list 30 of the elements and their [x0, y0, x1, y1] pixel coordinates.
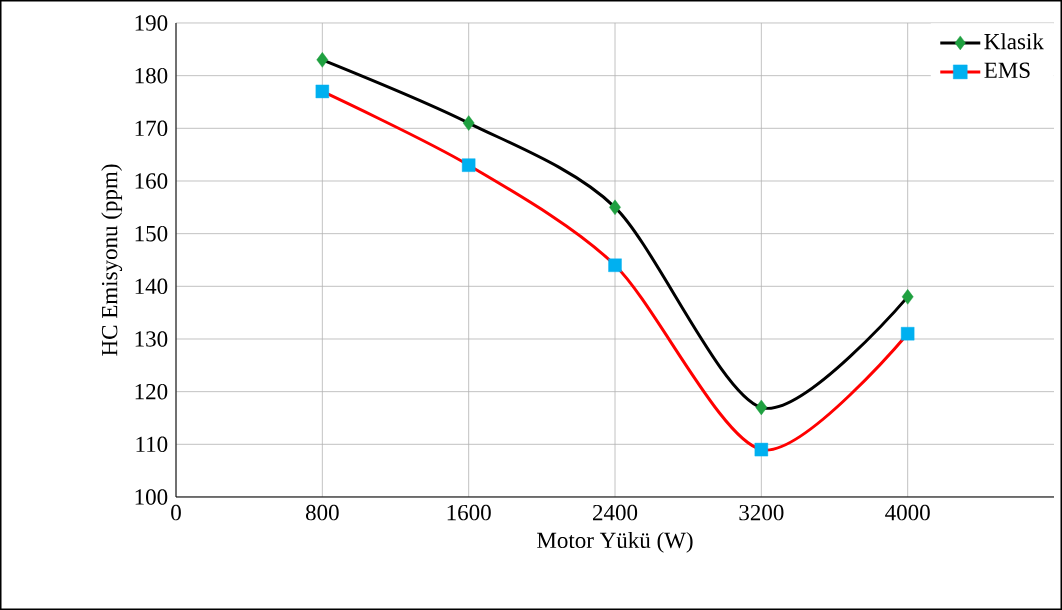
x-tick-label: 3200 [739, 504, 784, 521]
point [461, 158, 476, 172]
x-tick-label: 4000 [885, 504, 930, 521]
point [316, 52, 329, 68]
legend-label: Klasik [984, 33, 1044, 50]
x-tick-label: 2400 [593, 504, 638, 521]
x-tick-label: 1600 [447, 504, 491, 521]
y-tick-label: 120 [135, 383, 168, 400]
y-tick-label: 110 [136, 436, 168, 453]
y-axis-title: HC Emisyonu (ppm) [101, 164, 123, 356]
point [609, 199, 621, 216]
x-tick-label: 800 [305, 504, 339, 521]
x-tick-label: 0 [171, 504, 181, 521]
y-tick-label: 140 [135, 278, 168, 295]
point [315, 84, 330, 99]
point [608, 258, 622, 272]
x-axis-title: Motor Yükü (W) [537, 531, 693, 553]
point [462, 115, 475, 131]
point [754, 442, 769, 457]
y-tick-label: 190 [135, 15, 168, 31]
point [900, 327, 915, 341]
point [755, 399, 768, 416]
y-tick-label: 130 [135, 331, 168, 347]
legend-label: EMS [984, 62, 1030, 79]
y-tick-label: 170 [135, 120, 168, 137]
point [901, 289, 914, 305]
y-tick-label: 150 [135, 225, 168, 242]
y-tick-label: 160 [135, 173, 168, 189]
y-tick-label: 180 [135, 67, 168, 84]
y-tick-label: 100 [135, 489, 168, 505]
